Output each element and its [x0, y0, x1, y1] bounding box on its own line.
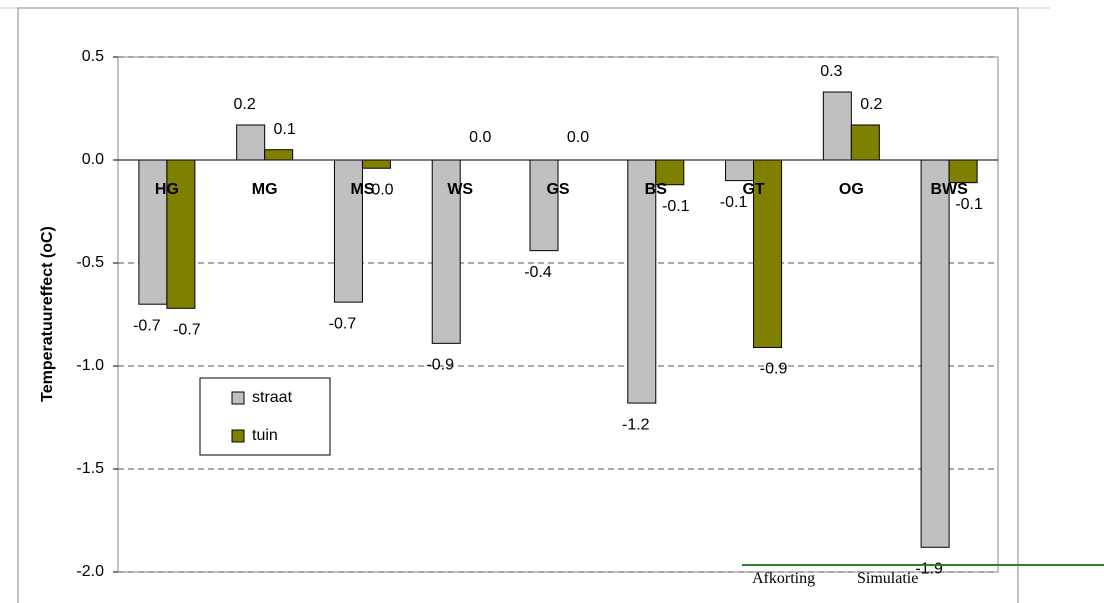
table: Afkorting Simulatie [742, 564, 1104, 588]
bar [725, 159, 755, 182]
bar [948, 159, 978, 184]
bar [753, 159, 783, 348]
bar [264, 149, 294, 161]
chart-frame [17, 7, 1019, 603]
bar [333, 159, 363, 303]
value-label: -0.7 [133, 317, 161, 334]
y-tick-label: -0.5 [76, 254, 104, 271]
x-tick-label: OG [839, 181, 864, 198]
y-tick-label: -2.0 [76, 563, 104, 580]
value-label: 0.0 [469, 129, 491, 146]
value-label: 0.1 [274, 121, 296, 138]
value-label: 0.0 [371, 181, 393, 198]
bar [529, 159, 559, 252]
x-tick-label: MS [350, 181, 374, 198]
legend [199, 377, 331, 456]
y-tick-label: -1.5 [76, 460, 104, 477]
table-header: Afkorting [752, 570, 816, 587]
bar [627, 159, 657, 404]
value-label: -0.9 [426, 357, 454, 374]
x-tick-label: MG [252, 181, 278, 198]
y-tick-label: 0.0 [82, 151, 104, 168]
bar [361, 159, 391, 169]
legend-label: tuin [252, 427, 278, 444]
value-label: -1.2 [622, 416, 650, 433]
value-label: -0.9 [760, 361, 788, 378]
x-tick-label: WS [447, 181, 473, 198]
x-tick-label: HG [155, 181, 179, 198]
value-label: 0.2 [860, 96, 882, 113]
value-label: -0.1 [662, 198, 690, 215]
value-label: -0.1 [955, 196, 983, 213]
bar [920, 159, 950, 548]
y-axis-label: Temperatuureffect (oC) [39, 226, 56, 402]
value-label: -0.4 [524, 264, 552, 281]
legend-label: straat [252, 389, 293, 406]
y-tick-label: -1.0 [76, 357, 104, 374]
bar [850, 124, 880, 161]
bar [822, 91, 852, 161]
value-label: -0.7 [329, 315, 357, 332]
bar [655, 159, 685, 186]
legend-swatch [231, 391, 245, 405]
x-tick-label: BWS [930, 181, 968, 198]
bar [166, 159, 196, 309]
legend-swatch [231, 429, 245, 443]
table-header: Simulatie [857, 570, 919, 587]
value-label: 0.0 [567, 129, 589, 146]
value-label: 0.2 [234, 96, 256, 113]
bar [236, 124, 266, 161]
x-tick-label: GT [742, 181, 764, 198]
y-tick-label: 0.5 [82, 48, 104, 65]
bar [138, 159, 168, 305]
x-tick-label: BS [645, 181, 668, 198]
value-label: 0.3 [820, 63, 842, 80]
value-label: -0.7 [173, 322, 201, 339]
bar [431, 159, 461, 344]
value-label: -0.1 [720, 194, 748, 211]
x-tick-label: GS [546, 181, 569, 198]
